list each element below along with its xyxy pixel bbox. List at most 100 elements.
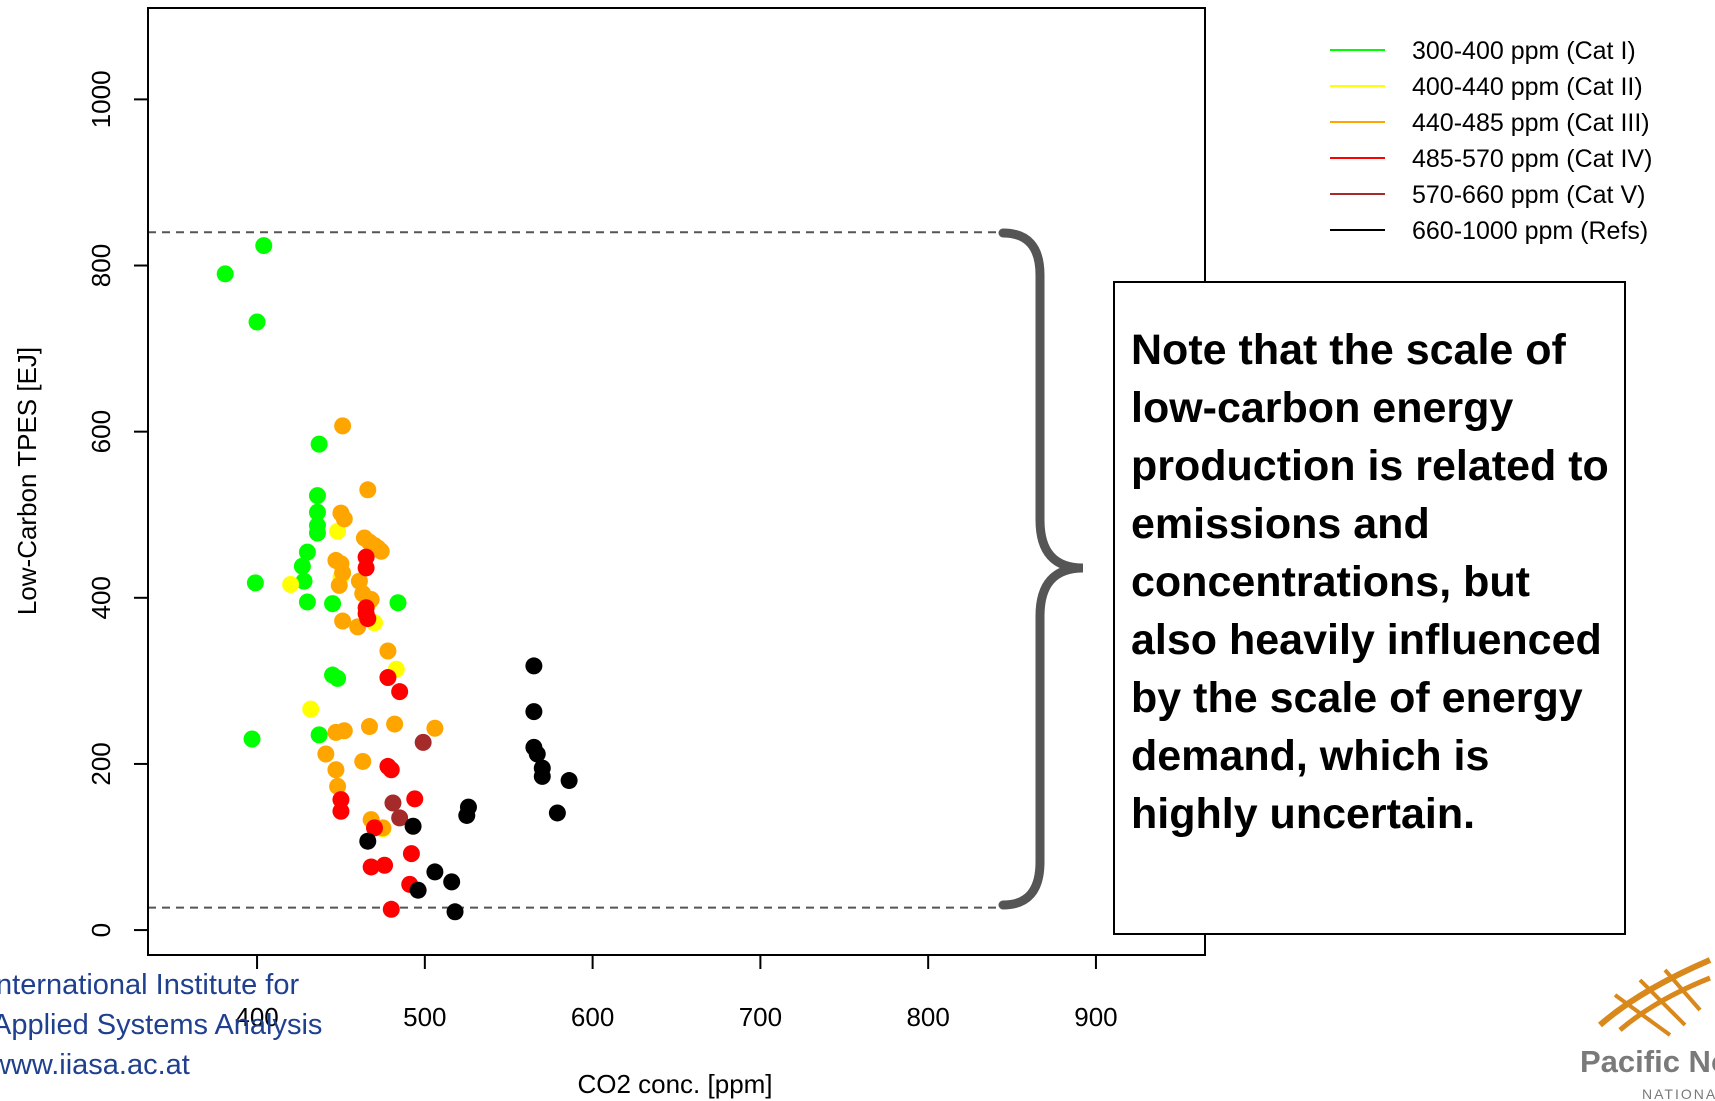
data-point (458, 806, 476, 824)
data-point (389, 594, 407, 612)
data-point (382, 900, 400, 918)
legend-label: 660-1000 ppm (Refs) (1412, 217, 1648, 245)
data-point (391, 809, 409, 827)
data-point (334, 417, 352, 435)
data-point (426, 863, 444, 881)
pnnl-subtitle: NATIONAL LABORATORY (1642, 1086, 1715, 1101)
data-point (298, 543, 316, 561)
reference-lines (148, 231, 1003, 909)
x-tick-label: 500 (403, 1002, 446, 1032)
data-point (332, 802, 350, 820)
iiasa-url: www.iiasa.ac.at (0, 1049, 190, 1081)
pnnl-mark-icon (1598, 957, 1712, 1037)
data-point (376, 856, 394, 874)
data-point (548, 804, 566, 822)
data-point (243, 730, 261, 748)
data-point (426, 719, 444, 737)
data-point (255, 237, 273, 255)
data-point (409, 881, 427, 899)
data-point (372, 542, 390, 560)
data-point (282, 576, 300, 594)
data-point (359, 610, 377, 628)
data-point (384, 794, 402, 812)
data-point (366, 819, 383, 837)
data-point (324, 595, 342, 613)
curly-brace (998, 228, 1084, 910)
plot-frame (147, 7, 1206, 956)
data-point (335, 510, 353, 528)
data-point (382, 761, 400, 779)
y-tick-label: 200 (86, 742, 116, 785)
data-point (446, 903, 464, 921)
x-tick-label: 700 (739, 1002, 782, 1032)
legend-label: 440-485 ppm (Cat III) (1412, 109, 1650, 137)
data-point (248, 313, 266, 331)
data-point (414, 733, 432, 751)
x-axis: 400 500 600 700 800 900 (235, 954, 1118, 1032)
data-point (308, 524, 326, 542)
data-point (525, 703, 543, 721)
data-point (533, 767, 551, 785)
data-point (327, 761, 345, 779)
x-tick-label: 800 (906, 1002, 949, 1032)
y-axis-label: Low-Carbon TPES [EJ] (12, 347, 42, 615)
data-point (298, 593, 316, 611)
data-point (216, 265, 234, 283)
data-point (359, 832, 377, 850)
data-point (386, 715, 404, 733)
data-point (332, 791, 350, 809)
data-point (391, 683, 409, 701)
y-tick-label: 600 (86, 410, 116, 453)
data-point (354, 752, 372, 770)
legend-label: 300-400 ppm (Cat I) (1412, 37, 1636, 65)
data-point (330, 576, 348, 594)
legend-label: 570-660 ppm (Cat V) (1412, 181, 1645, 209)
data-point (406, 790, 424, 808)
y-tick-label: 1000 (86, 70, 116, 128)
x-axis-label: CO2 conc. [ppm] (577, 1069, 772, 1099)
x-tick-label: 900 (1074, 1002, 1117, 1032)
data-point (329, 777, 347, 795)
data-point (359, 481, 377, 499)
iiasa-name-line-1: International Institute for (0, 969, 300, 1001)
x-tick-label: 400 (235, 1002, 278, 1032)
data-point (528, 745, 546, 763)
pnnl-logo: Pacific Northwest NATIONAL LABORATORY (1560, 950, 1715, 1101)
y-tick-label: 400 (86, 576, 116, 619)
data-point (329, 522, 347, 540)
data-point (293, 557, 311, 575)
data-point (246, 574, 264, 592)
data-point (295, 572, 313, 590)
data-point (443, 873, 461, 891)
data-point (379, 642, 397, 660)
y-tick-label: 0 (86, 923, 116, 937)
y-tick-label: 800 (86, 244, 116, 287)
data-point (362, 858, 380, 876)
y-axis: 0 200 400 600 800 1000 (86, 70, 149, 937)
data-point (308, 503, 326, 521)
legend-label: 400-440 ppm (Cat II) (1412, 73, 1643, 101)
data-point (360, 718, 378, 736)
data-point (310, 726, 328, 744)
data-point (402, 845, 420, 863)
data-point (404, 817, 422, 835)
x-tick-label: 600 (571, 1002, 614, 1032)
iiasa-name-line-2: Applied Systems Analysis (0, 1009, 323, 1041)
data-point (334, 612, 352, 630)
legend: 300-400 ppm (Cat I) 400-440 ppm (Cat II) 4… (1330, 37, 1652, 245)
data-point (329, 669, 347, 687)
data-points (216, 237, 578, 921)
iiasa-logo: International Institute for Applied Syst… (0, 965, 330, 1101)
data-point (317, 745, 335, 763)
data-point (310, 435, 328, 453)
data-point (335, 722, 353, 740)
data-point (308, 487, 326, 505)
note-box: Note that the scale of low-carbon energy… (1113, 281, 1626, 935)
data-point (379, 669, 397, 687)
legend-label: 485-570 ppm (Cat IV) (1412, 145, 1652, 173)
data-point (357, 559, 375, 577)
data-point (525, 657, 543, 675)
data-point (560, 772, 578, 790)
data-point (302, 700, 320, 718)
